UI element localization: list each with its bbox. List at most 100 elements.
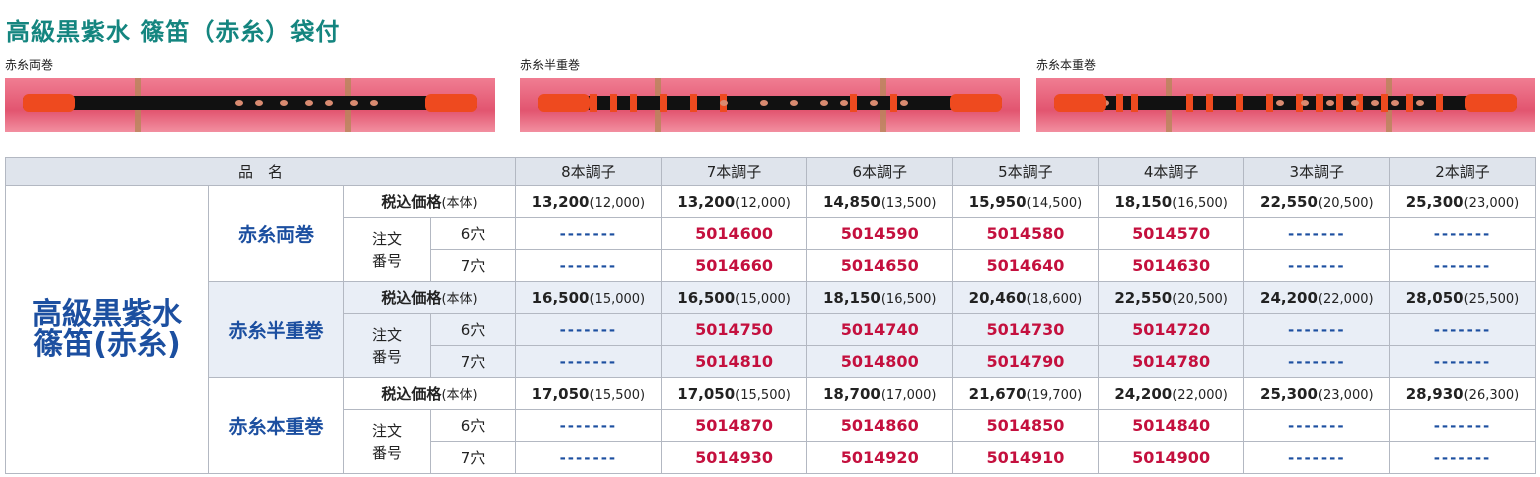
base-price: (22,000) [1317,291,1374,307]
base-price: (15,500) [589,387,646,403]
flute-end [1465,94,1517,112]
price-label-note: (本体) [441,196,478,211]
price: 28,050 [1405,288,1464,307]
base-price: (15,000) [735,291,791,307]
hole [280,100,288,106]
order-number: 5014930 [660,441,808,474]
hole [870,100,878,106]
base-price: (17,000) [880,387,937,403]
band [630,94,637,112]
order-label-line: 番号 [371,443,402,462]
order-number: 5014630 [1097,249,1245,282]
price: 13,200 [531,192,590,211]
price-cell: 24,200(22,000) [1243,281,1391,314]
order-number: 5014920 [806,441,954,474]
hole-label: 7穴 [429,345,517,378]
hole [305,100,313,106]
order-number: ------- [1243,249,1391,282]
band [1336,94,1343,112]
variant-name: 赤糸両巻 [208,185,344,282]
order-number: ------- [515,441,662,474]
header-row: 品 名 8本調子 7本調子 6本調子 5本調子 4本調子 3本調子 2本調子 [4,157,1536,186]
price: 18,700 [822,384,881,403]
band [1316,94,1323,112]
price: 17,050 [531,384,590,403]
flute [1054,96,1517,110]
order-number: 5014740 [806,313,954,346]
price-cell: 16,500(15,000) [515,281,662,314]
order-number: 5014860 [806,409,954,442]
column-header: 2本調子 [1389,157,1536,186]
base-price: (13,500) [880,195,937,211]
flute-end [1054,94,1106,112]
price-cell: 25,300(23,000) [1389,185,1536,218]
column-header: 4本調子 [1097,157,1245,186]
order-label-line: 番号 [371,347,402,366]
price-cell: 25,300(23,000) [1243,377,1391,410]
hole [325,100,333,106]
flute-photo [520,78,1020,132]
band [1206,94,1213,112]
order-number: 5014650 [806,249,954,282]
price-row: 高級黒紫水 篠笛(赤糸) 赤糸両巻 税込価格(本体) 13,200(12,000) 13,… [5,185,1536,474]
band [1266,94,1273,112]
column-header: 3本調子 [1243,157,1391,186]
order-number: 5014600 [660,217,808,250]
base-price: (16,500) [1172,195,1228,211]
price: 20,460 [968,288,1027,307]
hole [1301,100,1309,106]
price-row: 赤糸本重巻 税込価格(本体) 17,050(15,500) 17,050(15,500… [6,377,1536,474]
band [690,94,697,112]
price: 15,950 [968,192,1027,211]
order-number: ------- [515,345,662,378]
price: 17,050 [677,384,736,403]
order-number: ------- [1389,441,1536,474]
flute [23,96,477,110]
order-number: 5014790 [952,345,1099,378]
flute-end [23,94,75,112]
price: 28,930 [1405,384,1464,403]
hole [760,100,768,106]
order-number: 5014840 [1097,409,1245,442]
order-number: 5014720 [1097,313,1245,346]
band [1116,94,1123,112]
order-number: ------- [1243,441,1391,474]
order-number: 5014590 [806,217,954,250]
order-number: ------- [1389,313,1536,346]
price-cell: 28,930(26,300) [1389,377,1536,410]
base-price: (20,500) [1317,195,1374,211]
hole [255,100,263,106]
price: 14,850 [822,192,881,211]
price-cell: 14,850(13,500) [806,185,954,218]
order-label-line: 番号 [371,251,402,270]
band [1436,94,1443,112]
order-number: ------- [515,249,662,282]
image-caption: 赤糸両巻 [5,58,54,72]
order-number: ------- [515,313,662,346]
price: 25,300 [1260,384,1318,403]
order-row: 7穴 ------- 5014660 5014650 5014640 5014630 ---… [6,249,1536,282]
hole-label: 7穴 [429,441,517,474]
price: 21,670 [968,384,1027,403]
hole [235,100,243,106]
image-caption: 赤糸半重巻 [520,58,581,72]
price: 25,300 [1405,192,1464,211]
base-price: (19,700) [1026,387,1083,403]
hole [370,100,378,106]
price-label-note: (本体) [441,388,478,403]
hole [790,100,798,106]
hole-label: 6穴 [429,217,517,250]
page-title: 高級黒紫水 篠笛（赤糸）袋付 [6,18,341,46]
band [850,94,857,112]
base-price: (22,000) [1172,387,1228,403]
order-number: ------- [515,409,662,442]
price-cell: 20,460(18,600) [952,281,1099,314]
order-number: 5014900 [1097,441,1245,474]
base-price: (23,000) [1463,195,1520,211]
band [1356,94,1363,112]
flute-end [538,94,590,112]
hole-label: 6穴 [429,313,517,346]
price: 18,150 [822,288,881,307]
hole [1391,100,1399,106]
order-row: 注文 番号 6穴 ------- 5014600 5014590 5014580 501457… [6,217,1536,282]
